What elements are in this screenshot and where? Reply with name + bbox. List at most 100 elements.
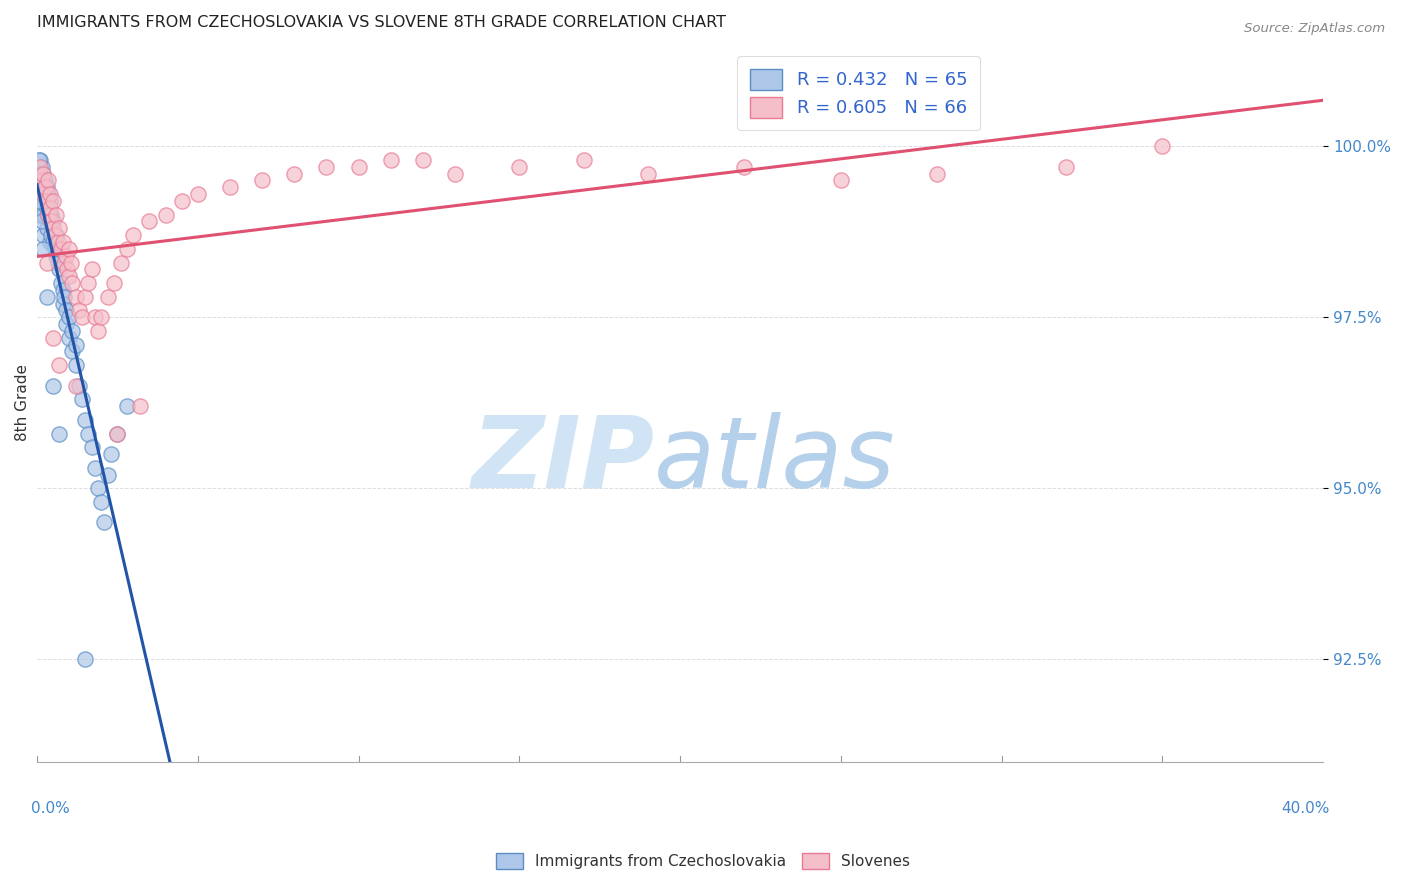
Point bbox=[90, 495, 112, 509]
Point bbox=[32, 167, 55, 181]
Point bbox=[58, 331, 80, 345]
Point bbox=[508, 160, 530, 174]
Point bbox=[1054, 160, 1077, 174]
Point bbox=[70, 310, 93, 325]
Point bbox=[347, 160, 370, 174]
Point bbox=[75, 652, 97, 666]
Point bbox=[42, 221, 65, 235]
Point bbox=[55, 303, 77, 318]
Point bbox=[42, 194, 65, 208]
Point bbox=[100, 447, 122, 461]
Point bbox=[250, 173, 273, 187]
Point bbox=[38, 187, 60, 202]
Text: ZIP: ZIP bbox=[471, 412, 654, 508]
Point bbox=[53, 255, 76, 269]
Point bbox=[283, 167, 305, 181]
Point bbox=[35, 180, 58, 194]
Point bbox=[41, 228, 63, 243]
Point bbox=[52, 296, 75, 310]
Point bbox=[170, 194, 193, 208]
Point bbox=[38, 194, 60, 208]
Point bbox=[1152, 139, 1174, 153]
Point bbox=[65, 378, 87, 392]
Legend: R = 0.432   N = 65, R = 0.605   N = 66: R = 0.432 N = 65, R = 0.605 N = 66 bbox=[737, 56, 980, 130]
Point bbox=[219, 180, 242, 194]
Point bbox=[35, 201, 58, 215]
Point bbox=[58, 242, 80, 256]
Point bbox=[35, 255, 58, 269]
Point bbox=[65, 290, 87, 304]
Point bbox=[42, 235, 65, 249]
Point bbox=[42, 214, 65, 228]
Point bbox=[42, 378, 65, 392]
Point bbox=[45, 208, 67, 222]
Point bbox=[31, 201, 53, 215]
Point bbox=[60, 324, 83, 338]
Text: 0.0%: 0.0% bbox=[31, 801, 69, 816]
Point bbox=[830, 173, 852, 187]
Point bbox=[80, 262, 103, 277]
Point bbox=[927, 167, 949, 181]
Point bbox=[412, 153, 434, 167]
Point bbox=[30, 194, 52, 208]
Point bbox=[49, 276, 72, 290]
Point bbox=[83, 460, 105, 475]
Point bbox=[34, 173, 56, 187]
Point bbox=[45, 249, 67, 263]
Point bbox=[35, 221, 58, 235]
Point bbox=[97, 290, 120, 304]
Point bbox=[30, 187, 52, 202]
Point bbox=[110, 255, 132, 269]
Point bbox=[90, 310, 112, 325]
Point bbox=[34, 180, 56, 194]
Point bbox=[93, 516, 115, 530]
Point bbox=[45, 228, 67, 243]
Point bbox=[30, 160, 52, 174]
Point bbox=[37, 208, 59, 222]
Point bbox=[58, 269, 80, 284]
Point bbox=[70, 392, 93, 407]
Point bbox=[44, 228, 66, 243]
Point bbox=[32, 187, 55, 202]
Point bbox=[44, 242, 66, 256]
Point bbox=[315, 160, 337, 174]
Point bbox=[31, 214, 53, 228]
Point bbox=[48, 262, 70, 277]
Point bbox=[572, 153, 595, 167]
Point bbox=[48, 242, 70, 256]
Point bbox=[67, 378, 90, 392]
Point bbox=[37, 208, 59, 222]
Point bbox=[122, 228, 145, 243]
Point bbox=[75, 413, 97, 427]
Point bbox=[444, 167, 467, 181]
Point bbox=[35, 290, 58, 304]
Point bbox=[59, 255, 82, 269]
Point bbox=[67, 303, 90, 318]
Point bbox=[55, 249, 77, 263]
Point bbox=[48, 221, 70, 235]
Point bbox=[34, 194, 56, 208]
Point bbox=[87, 324, 110, 338]
Point bbox=[65, 358, 87, 372]
Point bbox=[80, 440, 103, 454]
Text: atlas: atlas bbox=[654, 412, 896, 508]
Point bbox=[380, 153, 402, 167]
Point bbox=[187, 187, 209, 202]
Point bbox=[637, 167, 659, 181]
Point bbox=[46, 235, 69, 249]
Text: 40.0%: 40.0% bbox=[1281, 801, 1330, 816]
Point bbox=[56, 262, 79, 277]
Point bbox=[155, 208, 177, 222]
Point bbox=[38, 214, 60, 228]
Point bbox=[37, 187, 59, 202]
Point bbox=[52, 235, 75, 249]
Point bbox=[60, 344, 83, 359]
Legend: Immigrants from Czechoslovakia, Slovenes: Immigrants from Czechoslovakia, Slovenes bbox=[489, 847, 917, 875]
Point bbox=[32, 167, 55, 181]
Point bbox=[32, 228, 55, 243]
Point bbox=[65, 337, 87, 351]
Point bbox=[32, 242, 55, 256]
Point bbox=[115, 399, 138, 413]
Point bbox=[58, 310, 80, 325]
Point bbox=[42, 331, 65, 345]
